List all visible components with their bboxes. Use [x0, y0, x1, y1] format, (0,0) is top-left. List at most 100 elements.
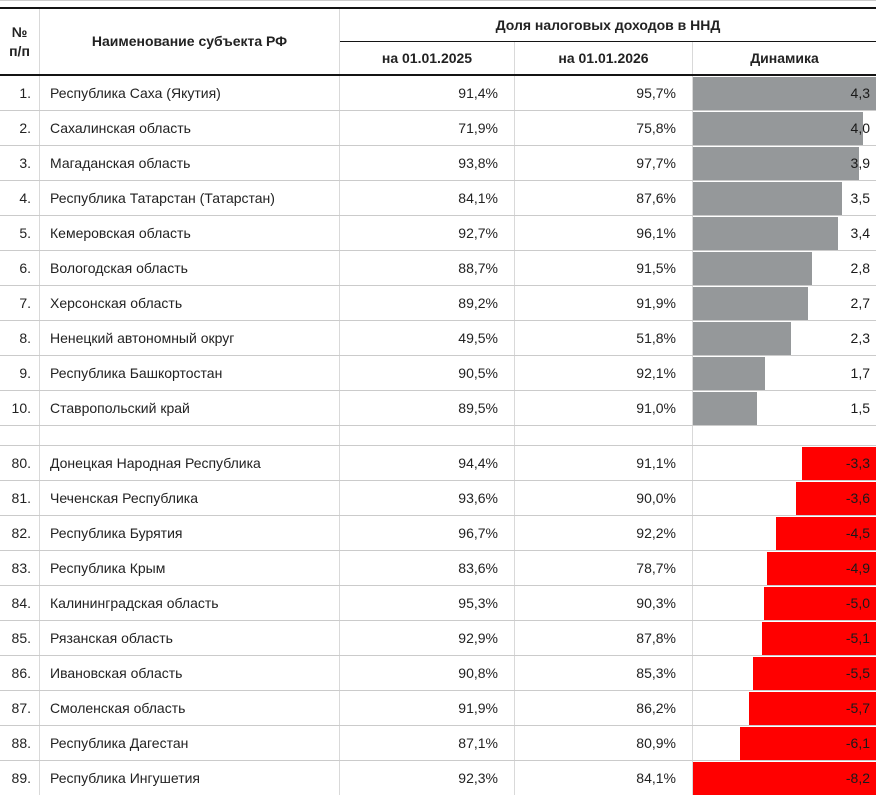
row-number: 2. [0, 111, 40, 145]
dynamics-cell: 1,7 [693, 356, 876, 390]
value-2025: 96,7% [340, 516, 515, 550]
dynamics-bar-positive [693, 181, 842, 215]
dynamics-value: 4,0 [850, 120, 870, 136]
dynamics-cell: 3,4 [693, 216, 876, 250]
dynamics-cell: 3,9 [693, 146, 876, 180]
row-number: 9. [0, 356, 40, 390]
header-dynamics: Динамика [750, 50, 819, 66]
dynamics-cell: -6,1 [693, 726, 876, 760]
dynamics-bar-positive [693, 321, 791, 355]
separator-cell [40, 426, 340, 445]
region-name: Магаданская область [40, 146, 340, 180]
region-name: Калининградская область [40, 586, 340, 620]
value-2026: 95,7% [515, 76, 693, 110]
table-row: 10. Ставропольский край 89,5% 91,0% 1,5 [0, 391, 876, 426]
dynamics-value: 1,7 [850, 365, 870, 381]
region-name: Ненецкий автономный округ [40, 321, 340, 355]
dynamics-value: -5,7 [845, 700, 870, 716]
value-2025: 84,1% [340, 181, 515, 215]
table-row: 83. Республика Крым 83,6% 78,7% -4,9 [0, 551, 876, 586]
value-2026: 92,1% [515, 356, 693, 390]
separator-row [0, 426, 876, 446]
row-number: 84. [0, 586, 40, 620]
dynamics-cell: -5,7 [693, 691, 876, 725]
dynamics-bar-negative [748, 691, 876, 725]
dynamics-bar-negative [802, 446, 876, 480]
value-2025: 49,5% [340, 321, 515, 355]
dynamics-value: 2,7 [850, 295, 870, 311]
region-name: Рязанская область [40, 621, 340, 655]
value-2025: 95,3% [340, 586, 515, 620]
region-name: Донецкая Народная Республика [40, 446, 340, 480]
value-2025: 71,9% [340, 111, 515, 145]
table-row: 85. Рязанская область 92,9% 87,8% -5,1 [0, 621, 876, 656]
value-2026: 85,3% [515, 656, 693, 690]
region-name: Смоленская область [40, 691, 340, 725]
header-region-column: Наименование субъекта РФ [40, 9, 340, 74]
dynamics-cell: -5,1 [693, 621, 876, 655]
header-subcolumns: на 01.01.2025 на 01.01.2026 Динамика [340, 42, 876, 74]
value-2025: 90,8% [340, 656, 515, 690]
dynamics-bar-negative [795, 481, 876, 515]
value-2025: 87,1% [340, 726, 515, 760]
dynamics-bar-positive [693, 76, 876, 110]
value-2025: 92,9% [340, 621, 515, 655]
table-row: 2. Сахалинская область 71,9% 75,8% 4,0 [0, 111, 876, 146]
value-2025: 92,3% [340, 761, 515, 795]
dynamics-bar-negative [693, 761, 876, 795]
header-num-line1: № [11, 23, 28, 40]
value-2026: 96,1% [515, 216, 693, 250]
table-row: 3. Магаданская область 93,8% 97,7% 3,9 [0, 146, 876, 181]
value-2025: 93,6% [340, 481, 515, 515]
dynamics-value: 3,5 [850, 190, 870, 206]
value-2025: 88,7% [340, 251, 515, 285]
value-2026: 91,0% [515, 391, 693, 425]
value-2025: 89,5% [340, 391, 515, 425]
value-2026: 92,2% [515, 516, 693, 550]
row-number: 81. [0, 481, 40, 515]
dynamics-value: 2,3 [850, 330, 870, 346]
table-row: 84. Калининградская область 95,3% 90,3% -5,0 [0, 586, 876, 621]
dynamics-cell: -5,0 [693, 586, 876, 620]
dynamics-value: 2,8 [850, 260, 870, 276]
value-2025: 90,5% [340, 356, 515, 390]
dynamics-bar-positive [693, 251, 813, 285]
table-row: 82. Республика Бурятия 96,7% 92,2% -4,5 [0, 516, 876, 551]
dynamics-value: -4,5 [845, 525, 870, 541]
dynamics-bar-positive [693, 286, 808, 320]
table-row: 8. Ненецкий автономный округ 49,5% 51,8% 2,3 [0, 321, 876, 356]
dynamics-cell: -4,5 [693, 516, 876, 550]
row-number: 5. [0, 216, 40, 250]
dynamics-cell: -4,9 [693, 551, 876, 585]
value-2025: 91,9% [340, 691, 515, 725]
dynamics-cell: -3,3 [693, 446, 876, 480]
value-2026: 84,1% [515, 761, 693, 795]
dynamics-value: -4,9 [845, 560, 870, 576]
table-row: 88. Республика Дагестан 87,1% 80,9% -6,1 [0, 726, 876, 761]
dynamics-bar-negative [766, 551, 876, 585]
dynamics-cell: 4,3 [693, 76, 876, 110]
value-2026: 91,1% [515, 446, 693, 480]
dynamics-bar-positive [693, 146, 859, 180]
region-name: Республика Крым [40, 551, 340, 585]
row-number: 80. [0, 446, 40, 480]
value-2026: 90,0% [515, 481, 693, 515]
header-group-title: Доля налоговых доходов в ННД [340, 9, 876, 42]
dynamics-cell: 3,5 [693, 181, 876, 215]
dynamics-bar-positive [693, 391, 757, 425]
dynamics-bar-negative [775, 516, 876, 550]
dynamics-value: -5,0 [845, 595, 870, 611]
dynamics-value: 3,9 [850, 155, 870, 171]
value-2026: 86,2% [515, 691, 693, 725]
dynamics-value: -5,1 [845, 630, 870, 646]
row-number: 4. [0, 181, 40, 215]
dynamics-cell: -8,2 [693, 761, 876, 795]
header-share-group: Доля налоговых доходов в ННД на 01.01.20… [340, 9, 876, 74]
row-number: 7. [0, 286, 40, 320]
row-number: 88. [0, 726, 40, 760]
separator-cell [340, 426, 515, 445]
value-2026: 87,8% [515, 621, 693, 655]
region-name: Республика Бурятия [40, 516, 340, 550]
row-number: 10. [0, 391, 40, 425]
